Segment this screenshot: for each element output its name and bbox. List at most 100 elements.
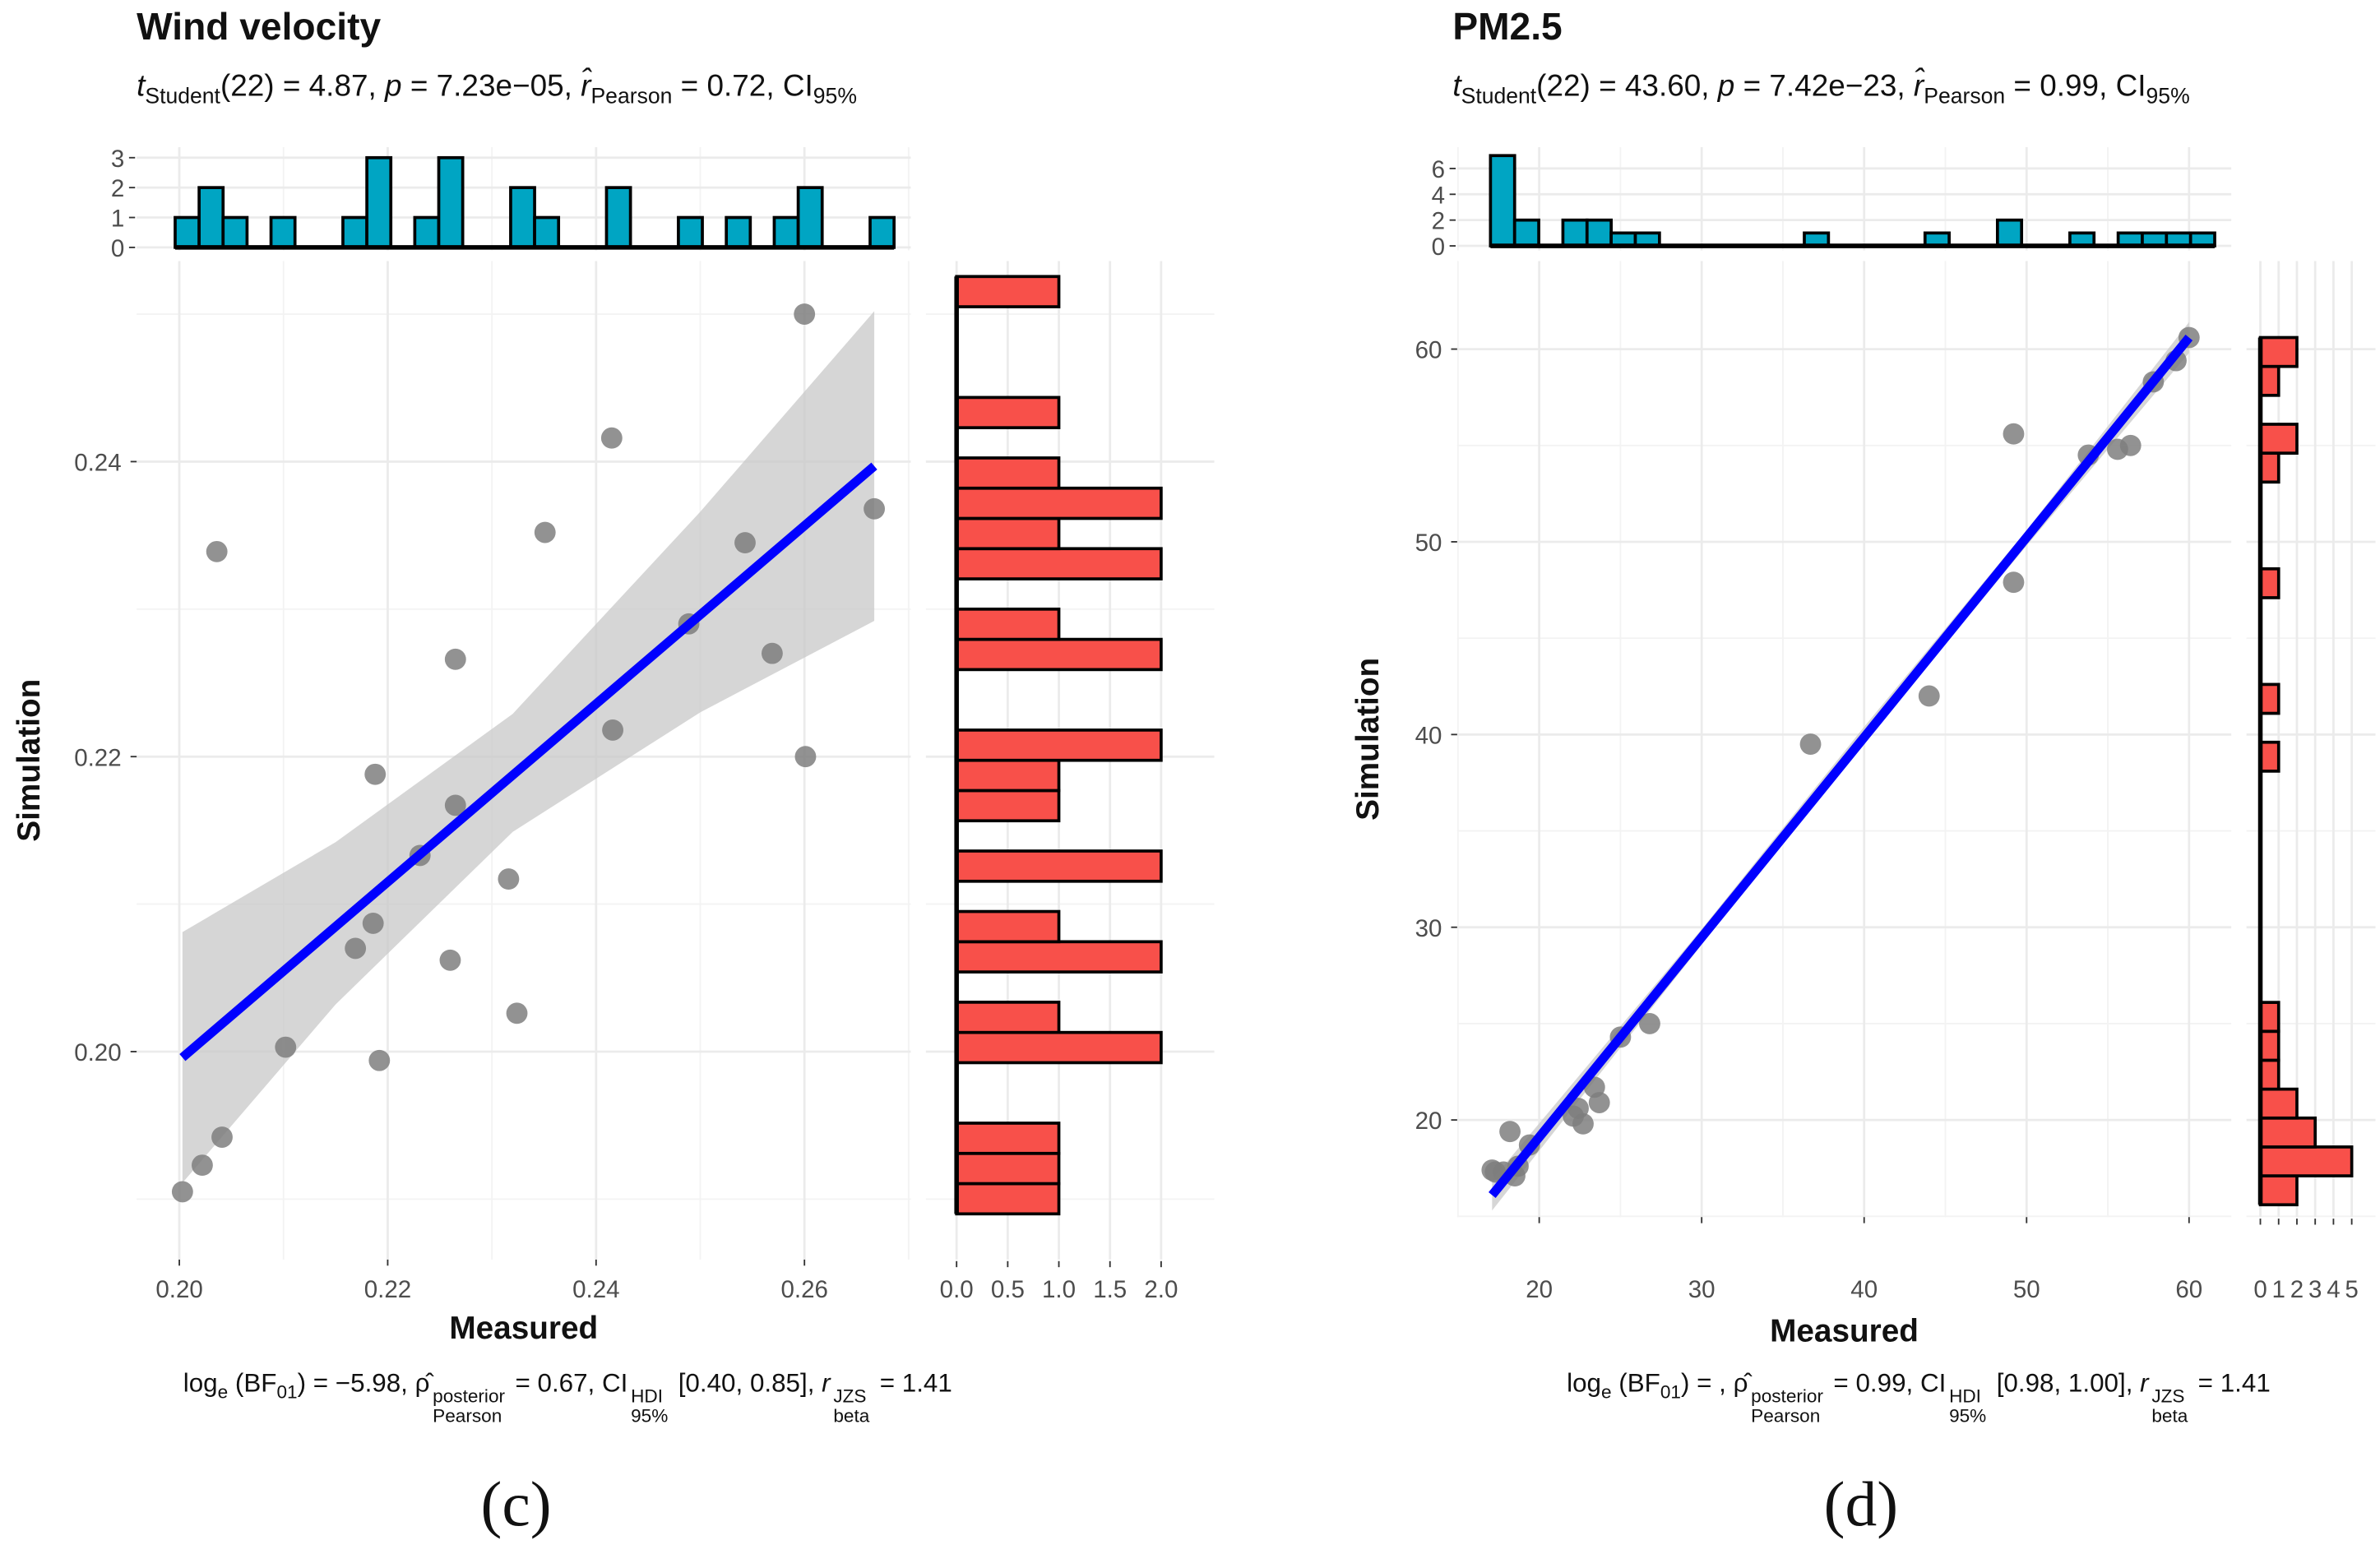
right-hist-tick-label: 2.0: [1144, 1276, 1178, 1303]
text-part: = 7.23e−05,: [401, 69, 581, 104]
data-point: [444, 794, 466, 816]
scatter-panel-1: 20 30 40 50 602030405060MeasuredSimulation02…: [1350, 147, 2376, 1349]
right-hist-tick-label: 0.0: [940, 1276, 974, 1303]
superscript: JZS: [833, 1385, 867, 1407]
top-histogram-bar: [1585, 218, 1613, 247]
x-tick-label: 40: [1850, 1276, 1878, 1303]
right-histogram-bar: [955, 728, 1163, 762]
text-part: ) = ,: [1680, 1368, 1734, 1398]
right-histogram-bar: [2258, 364, 2280, 397]
data-point: [498, 868, 520, 890]
data-point: [2119, 434, 2142, 456]
top-histogram-bar: [677, 215, 704, 249]
data-point: [1799, 733, 1822, 755]
caption-pm25: loge (BF01) = , ρ̂ posterior Pearson = 0.9…: [1567, 1369, 2271, 1426]
data-point: [211, 1126, 233, 1148]
top-histogram-bar: [772, 215, 800, 249]
right-histogram-bar: [2258, 423, 2299, 455]
data-point: [345, 937, 367, 960]
text-part: [0.40, 0.85],: [671, 1368, 822, 1398]
sup-sub-group: HDI 95%: [1949, 1386, 1986, 1425]
text-part: 01: [1660, 1381, 1681, 1403]
top-hist-tick-label: 2: [111, 175, 124, 202]
x-tick-label: 60: [2175, 1276, 2202, 1303]
right-hist-tick-label: 4: [2327, 1276, 2340, 1303]
right-histogram-bar: [955, 456, 1061, 490]
text-part: r̂: [1913, 69, 1924, 104]
caption-wind: loge (BF01) = −5.98, ρ̂ posterior Pearson …: [183, 1369, 952, 1426]
text-part: p: [1717, 69, 1735, 104]
right-histogram-bar: [955, 547, 1163, 580]
data-point: [368, 1049, 391, 1071]
top-histogram-bar: [269, 215, 297, 249]
text-part: log: [183, 1368, 218, 1398]
right-histogram-bar: [955, 909, 1061, 944]
data-point: [734, 532, 756, 554]
top-hist-tick-label: 6: [1432, 156, 1445, 183]
top-hist-tick-label: 3: [111, 146, 124, 173]
subscript: 95%: [1949, 1404, 1987, 1427]
data-point: [2003, 571, 2025, 594]
right-histogram-bar: [955, 758, 1061, 793]
right-histogram-bar: [2258, 451, 2280, 484]
right-histogram-bar: [2258, 682, 2280, 715]
data-point: [192, 1154, 213, 1177]
text-part: = 0.67, CI: [507, 1368, 628, 1398]
right-histogram-bar: [955, 486, 1163, 520]
text-part: = 0.99, CI: [2005, 69, 2146, 104]
top-hist-tick-label: 0: [111, 235, 124, 262]
top-histogram-bar: [1561, 218, 1589, 247]
right-histogram-bar: [955, 1151, 1061, 1186]
scatter-panel-0: 0.20 0.22 0.24 0.26 0.20 0.22 0.24 Measured Simu…: [12, 146, 1215, 1346]
top-histogram-bar: [796, 186, 824, 249]
text-part: t: [1452, 69, 1461, 104]
chart-title-wind: Wind velocity: [137, 6, 382, 49]
right-histogram-bar: [2258, 1001, 2280, 1034]
text-part: r: [822, 1368, 831, 1398]
x-tick-label: 0.22: [364, 1276, 411, 1303]
text-part: 01: [276, 1381, 298, 1403]
right-histogram-bar: [955, 940, 1163, 974]
text-part: = 1.41: [872, 1368, 952, 1398]
y-tick-label: 50: [1415, 530, 1442, 557]
text-part: = 1.41: [2190, 1368, 2271, 1398]
text-part: = 7.42e−23,: [1734, 69, 1914, 104]
right-histogram-bar: [955, 516, 1061, 551]
text-part: [0.98, 1.00],: [1989, 1368, 2141, 1398]
right-histogram-bar: [2258, 1145, 2354, 1177]
data-point: [1639, 1013, 1660, 1034]
text-part: e: [217, 1381, 229, 1403]
text-part: = 0.72, CI: [672, 69, 813, 104]
right-histogram-bar: [955, 1182, 1061, 1216]
data-point: [794, 303, 816, 325]
right-hist-tick-label: 3: [2308, 1276, 2322, 1303]
right-histogram-bar: [955, 1122, 1061, 1155]
text-part: Pearson: [1924, 85, 2006, 109]
sup-sub-group: JZS beta: [833, 1386, 869, 1425]
right-histogram-bar: [955, 1030, 1163, 1065]
text-part: (BF: [1611, 1368, 1660, 1398]
top-hist-tick-label: 4: [1432, 182, 1445, 209]
subscript: beta: [2151, 1404, 2188, 1427]
x-tick-label: 20: [1526, 1276, 1553, 1303]
subscript: Pearson: [1751, 1404, 1821, 1427]
text-part: = 0.99, CI: [1826, 1368, 1947, 1398]
text-part: r: [2140, 1368, 2149, 1398]
right-histogram-bar: [2258, 740, 2280, 773]
y-tick-label: 40: [1415, 722, 1442, 749]
top-histogram-bar: [413, 215, 441, 249]
panel-label-c: (c): [480, 1470, 552, 1541]
text-part: Student: [1461, 85, 1537, 109]
x-tick-label: 50: [2013, 1276, 2040, 1303]
right-hist-tick-label: 1.5: [1093, 1276, 1127, 1303]
top-hist-tick-label: 0: [1432, 234, 1445, 261]
right-histogram-bar: [2258, 1029, 2280, 1062]
text-part: (22) = 43.60,: [1536, 69, 1718, 104]
text-part: 95%: [2146, 85, 2190, 109]
right-hist-tick-label: 1.0: [1042, 1276, 1076, 1303]
top-histogram-bar: [725, 215, 752, 249]
confidence-band: [182, 311, 875, 1183]
top-histogram-bar: [1512, 218, 1540, 247]
x-tick-label: 30: [1688, 1276, 1716, 1303]
